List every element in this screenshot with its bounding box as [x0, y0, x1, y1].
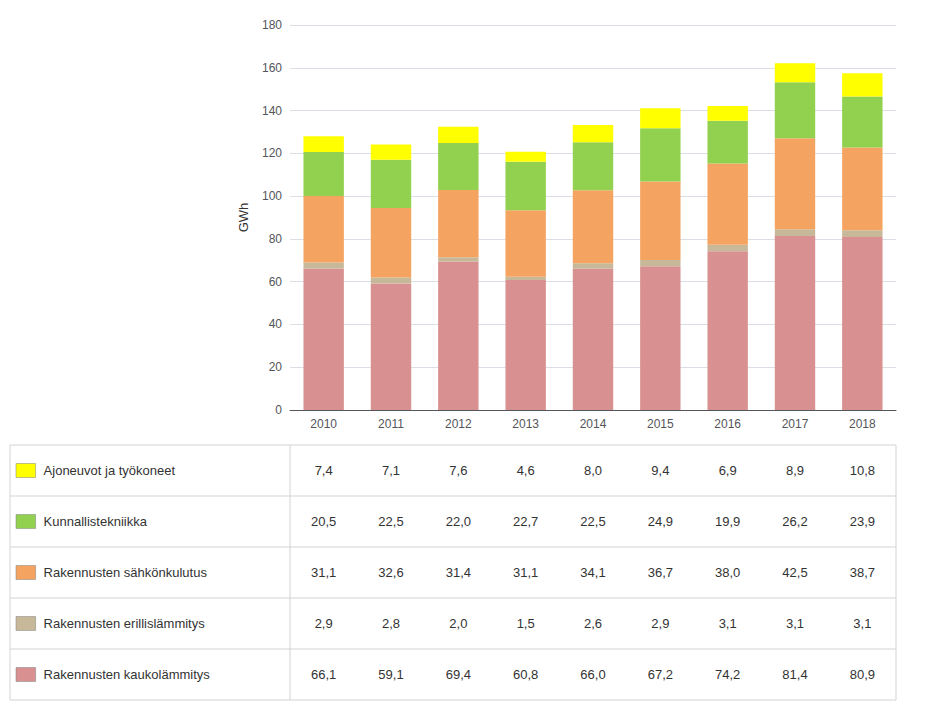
- svg-text:2,6: 2,6: [584, 616, 602, 631]
- svg-text:74,2: 74,2: [715, 667, 740, 682]
- svg-text:2,8: 2,8: [382, 616, 400, 631]
- svg-text:42,5: 42,5: [782, 565, 807, 580]
- svg-text:22,5: 22,5: [378, 514, 403, 529]
- svg-text:32,6: 32,6: [378, 565, 403, 580]
- svg-text:80,9: 80,9: [850, 667, 875, 682]
- svg-text:9,4: 9,4: [651, 463, 669, 478]
- svg-text:66,1: 66,1: [311, 667, 336, 682]
- svg-text:2,9: 2,9: [315, 616, 333, 631]
- svg-text:26,2: 26,2: [782, 514, 807, 529]
- svg-text:140: 140: [262, 104, 282, 118]
- svg-text:2015: 2015: [647, 417, 674, 431]
- svg-text:38,7: 38,7: [850, 565, 875, 580]
- svg-text:Kunnallistekniikka: Kunnallistekniikka: [44, 514, 148, 529]
- svg-text:Rakennusten kaukolämmitys: Rakennusten kaukolämmitys: [44, 667, 211, 682]
- svg-text:66,0: 66,0: [580, 667, 605, 682]
- svg-text:2013: 2013: [512, 417, 539, 431]
- svg-text:20: 20: [269, 360, 283, 374]
- svg-text:80: 80: [269, 232, 283, 246]
- svg-text:67,2: 67,2: [648, 667, 673, 682]
- svg-text:2011: 2011: [378, 417, 404, 431]
- svg-text:2,9: 2,9: [651, 616, 669, 631]
- svg-text:60,8: 60,8: [513, 667, 538, 682]
- svg-text:2,0: 2,0: [449, 616, 467, 631]
- svg-text:19,9: 19,9: [715, 514, 740, 529]
- svg-text:2012: 2012: [445, 417, 472, 431]
- svg-text:69,4: 69,4: [446, 667, 471, 682]
- svg-text:6,9: 6,9: [719, 463, 737, 478]
- svg-text:160: 160: [262, 61, 282, 75]
- svg-text:22,7: 22,7: [513, 514, 538, 529]
- svg-text:2010: 2010: [310, 417, 337, 431]
- svg-text:40: 40: [269, 317, 283, 331]
- svg-text:31,1: 31,1: [311, 565, 336, 580]
- svg-text:3,1: 3,1: [719, 616, 737, 631]
- svg-text:100: 100: [262, 189, 282, 203]
- svg-text:36,7: 36,7: [648, 565, 673, 580]
- svg-text:81,4: 81,4: [782, 667, 807, 682]
- svg-text:60: 60: [269, 275, 283, 289]
- svg-text:2016: 2016: [714, 417, 741, 431]
- svg-text:31,4: 31,4: [446, 565, 471, 580]
- svg-text:Rakennusten erillislämmitys: Rakennusten erillislämmitys: [44, 616, 206, 631]
- svg-text:7,4: 7,4: [315, 463, 333, 478]
- svg-text:34,1: 34,1: [580, 565, 605, 580]
- svg-text:10,8: 10,8: [850, 463, 875, 478]
- svg-text:180: 180: [262, 18, 282, 32]
- svg-text:0: 0: [275, 403, 282, 417]
- svg-text:1,5: 1,5: [517, 616, 535, 631]
- svg-text:59,1: 59,1: [378, 667, 403, 682]
- svg-text:23,9: 23,9: [850, 514, 875, 529]
- svg-text:3,1: 3,1: [853, 616, 871, 631]
- svg-text:31,1: 31,1: [513, 565, 538, 580]
- svg-text:2018: 2018: [849, 417, 876, 431]
- svg-text:2017: 2017: [782, 417, 809, 431]
- svg-text:24,9: 24,9: [648, 514, 673, 529]
- svg-text:7,6: 7,6: [449, 463, 467, 478]
- svg-text:22,0: 22,0: [446, 514, 471, 529]
- svg-text:4,6: 4,6: [517, 463, 535, 478]
- svg-text:8,9: 8,9: [786, 463, 804, 478]
- svg-text:22,5: 22,5: [580, 514, 605, 529]
- svg-text:120: 120: [262, 146, 282, 160]
- svg-text:Ajoneuvot ja työkoneet: Ajoneuvot ja työkoneet: [44, 463, 176, 478]
- svg-text:8,0: 8,0: [584, 463, 602, 478]
- svg-text:3,1: 3,1: [786, 616, 804, 631]
- svg-text:2014: 2014: [580, 417, 607, 431]
- svg-text:38,0: 38,0: [715, 565, 740, 580]
- svg-text:7,1: 7,1: [382, 463, 400, 478]
- svg-text:Rakennusten sähkönkulutus: Rakennusten sähkönkulutus: [44, 565, 208, 580]
- svg-text:20,5: 20,5: [311, 514, 336, 529]
- svg-text:GWh: GWh: [236, 203, 251, 233]
